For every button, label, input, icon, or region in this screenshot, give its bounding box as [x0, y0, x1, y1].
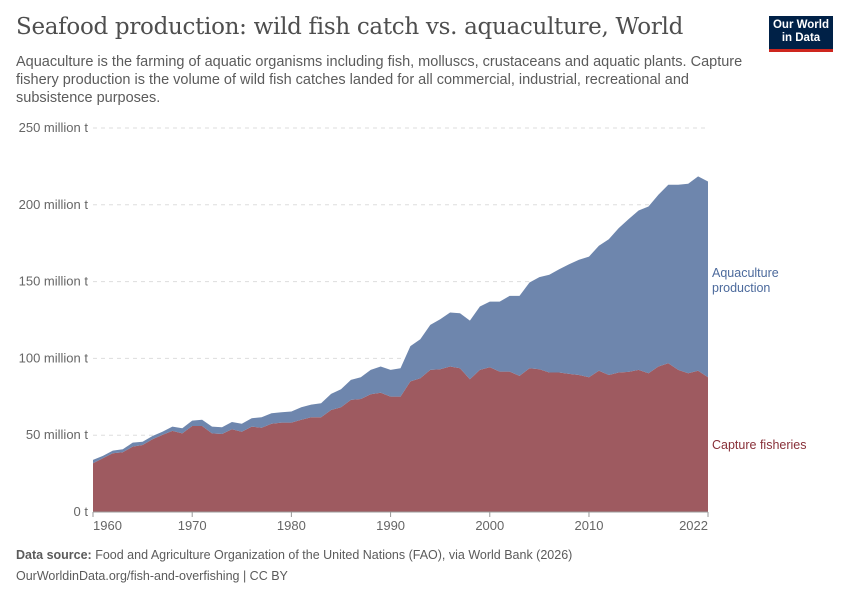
- x-tick-label: 2010: [575, 518, 604, 533]
- x-axis: 1960 1970 1980 1990 2000 2010 2022: [92, 512, 709, 533]
- x-tick-label: 2022: [679, 518, 708, 533]
- source-label: Data source:: [16, 548, 92, 562]
- areas: [93, 176, 708, 512]
- y-tick-label: 250 million t: [19, 120, 89, 135]
- series-label-aquaculture-line2[interactable]: production: [712, 281, 770, 295]
- y-tick-label: 150 million t: [19, 274, 89, 289]
- source-url[interactable]: OurWorldinData.org/fish-and-overfishing …: [16, 569, 288, 583]
- x-tick-label: 1980: [277, 518, 306, 533]
- series-label-aquaculture[interactable]: Aquaculture: [712, 266, 779, 280]
- x-tick-label: 1960: [93, 518, 122, 533]
- source-text[interactable]: Food and Agriculture Organization of the…: [95, 548, 573, 562]
- chart-subtitle: Aquaculture is the farming of aquatic or…: [16, 54, 743, 106]
- y-tick-label: 0 t: [74, 504, 89, 519]
- y-tick-label: 50 million t: [26, 427, 89, 442]
- chart-title: Seafood production: wild fish catch vs. …: [16, 14, 684, 40]
- y-tick-label: 100 million t: [19, 350, 89, 365]
- area-capture-fisheries[interactable]: [93, 363, 708, 512]
- y-tick-label: 200 million t: [19, 197, 89, 212]
- area-aquaculture-production[interactable]: [93, 176, 708, 464]
- series-label-capture[interactable]: Capture fisheries: [712, 438, 807, 452]
- x-tick-label: 1990: [376, 518, 405, 533]
- y-axis: 0 t 50 million t 100 million t 150 million …: [19, 120, 89, 519]
- x-tick-label: 1970: [178, 518, 207, 533]
- owid-logo[interactable]: Our World in Data: [769, 16, 833, 52]
- x-tick-label: 2000: [475, 518, 504, 533]
- data-source: Data source: Food and Agriculture Organi…: [16, 548, 572, 562]
